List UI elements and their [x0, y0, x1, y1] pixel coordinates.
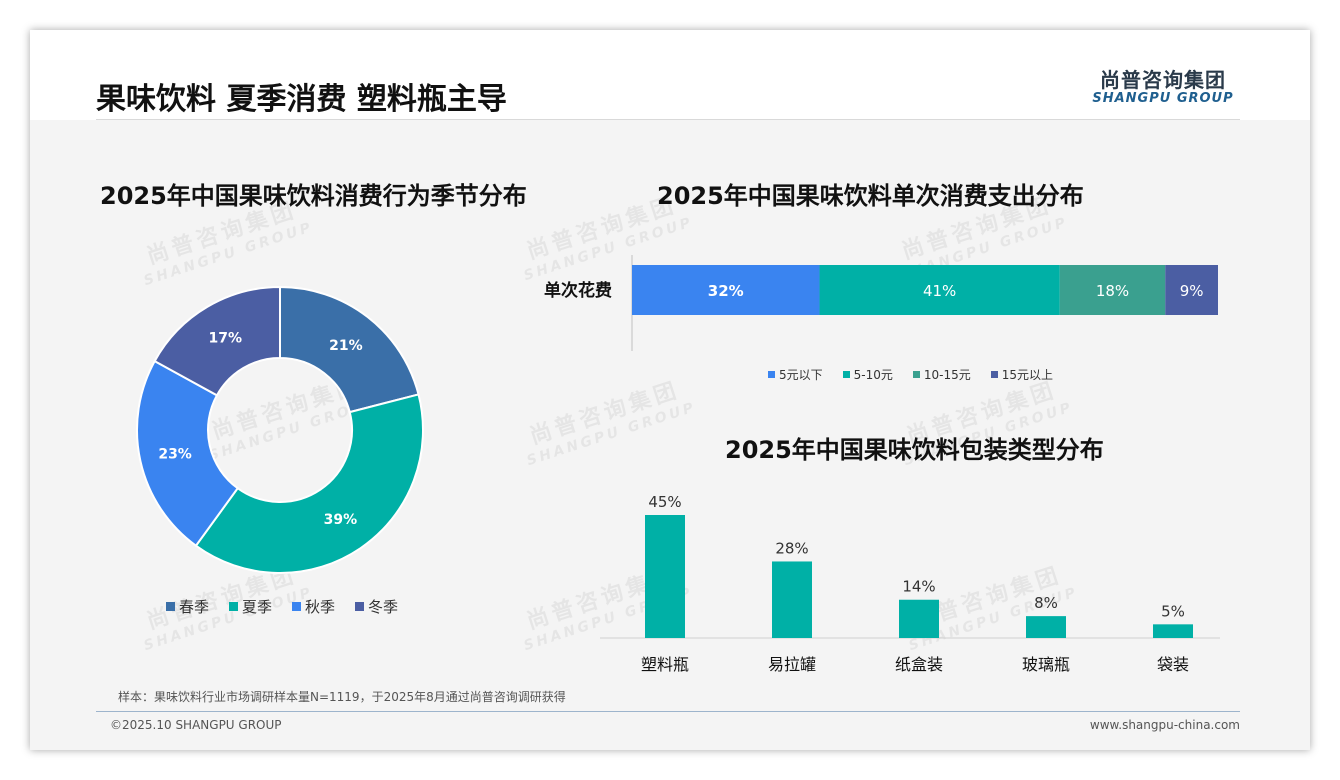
legend-label: 春季 — [179, 598, 210, 616]
legend-swatch — [842, 371, 850, 378]
slice-label: 21% — [329, 338, 363, 354]
header-band — [30, 30, 1310, 120]
legend-label: 5元以下 — [779, 368, 823, 382]
legend-item: 5元以下 — [768, 366, 823, 383]
logo-en-text: SHANGPU GROUP — [1092, 91, 1234, 106]
footer-copyright: ©2025.10 SHANGPU GROUP — [110, 718, 282, 732]
bar-value-label: 14% — [902, 578, 935, 596]
category-label: 易拉罐 — [768, 655, 816, 674]
bar — [1153, 624, 1193, 638]
legend-item: 夏季 — [229, 596, 272, 617]
slice-label: 23% — [158, 446, 192, 462]
legend-label: 10-15元 — [923, 368, 971, 382]
stack-segment — [632, 265, 820, 315]
package-chart-title: 2025年中国果味饮料包装类型分布 — [725, 436, 1104, 464]
bar — [772, 561, 812, 638]
stack-segment — [1165, 265, 1218, 315]
legend-swatch — [912, 371, 920, 378]
page-title: 果味饮料 夏季消费 塑料瓶主导 — [96, 82, 507, 117]
segment-label: 18% — [1096, 282, 1129, 300]
legend-swatch — [292, 602, 302, 611]
legend-label: 冬季 — [368, 598, 399, 616]
donut-slice — [194, 393, 424, 574]
legend-swatch — [166, 602, 175, 611]
watermark: 尚普咨询集团 SHANGPU GROUP — [524, 377, 699, 470]
slice-label: 39% — [324, 512, 358, 528]
legend-swatch — [355, 602, 365, 611]
legend-item: 春季 — [166, 596, 209, 617]
company-logo: 尚普咨询集团 SHANGPU GROUP — [1088, 64, 1238, 106]
footer-divider — [96, 711, 1240, 712]
category-label: 袋装 — [1157, 655, 1189, 674]
legend-swatch — [990, 371, 998, 378]
slice-label: 17% — [209, 330, 243, 346]
bar-value-label: 5% — [1161, 602, 1185, 620]
segment-label: 9% — [1180, 282, 1204, 300]
segment-label: 41% — [923, 282, 956, 300]
bar-value-label: 28% — [775, 539, 808, 557]
legend-label: 秋季 — [305, 598, 336, 616]
stack-segment — [1059, 265, 1166, 315]
legend-label: 15元以上 — [1001, 368, 1054, 382]
category-label: 纸盒装 — [895, 655, 943, 674]
bar — [899, 599, 939, 638]
season-legend: 春季 夏季 秋季 冬季 — [166, 596, 418, 617]
legend-item: 10-15元 — [912, 366, 971, 383]
bar-value-label: 45% — [648, 493, 681, 511]
category-label: 单次花费 — [544, 280, 612, 301]
header-divider — [96, 119, 1240, 120]
stack-segment — [819, 265, 1060, 315]
spend-legend: 5元以下 5-10元 10-15元 15元以上 — [768, 366, 1073, 383]
category-label: 玻璃瓶 — [1022, 655, 1070, 674]
donut-slice — [136, 359, 240, 548]
legend-item: 秋季 — [292, 596, 335, 617]
donut-slice — [153, 285, 281, 397]
logo-cn-text: 尚普咨询集团 — [1100, 68, 1226, 92]
spend-stacked-bar-chart: 单次花费 32% 41% 18% 9% — [544, 255, 1218, 351]
package-bar-chart: 45% 塑料瓶 28% 易拉罐 14% 纸盒装 8% 玻璃瓶 5% 袋装 — [600, 493, 1220, 674]
bar — [645, 515, 685, 638]
legend-label: 夏季 — [242, 598, 273, 616]
legend-label: 5-10元 — [853, 368, 893, 382]
legend-swatch — [768, 371, 775, 378]
donut-slice — [279, 285, 420, 414]
footer-website: www.shangpu-china.com — [1089, 718, 1240, 732]
season-donut-chart: 21% 39% 23% 17% — [136, 285, 424, 574]
bar — [1026, 616, 1066, 638]
sample-note: 样本：果味饮料行业市场调研样本量N=1119，于2025年8月通过尚普咨询调研获… — [118, 690, 566, 704]
segment-label: 32% — [708, 282, 744, 300]
category-label: 塑料瓶 — [641, 655, 689, 674]
season-chart-title: 2025年中国果味饮料消费行为季节分布 — [100, 182, 527, 210]
bar-value-label: 8% — [1034, 594, 1058, 612]
spend-chart-title: 2025年中国果味饮料单次消费支出分布 — [657, 182, 1084, 210]
legend-item: 15元以上 — [990, 366, 1054, 383]
legend-item: 冬季 — [355, 596, 398, 617]
slide: 果味饮料 夏季消费 塑料瓶主导 尚普咨询集团 SHANGPU GROUP 尚普咨… — [30, 30, 1310, 750]
legend-swatch — [229, 602, 239, 611]
legend-item: 5-10元 — [842, 366, 893, 383]
